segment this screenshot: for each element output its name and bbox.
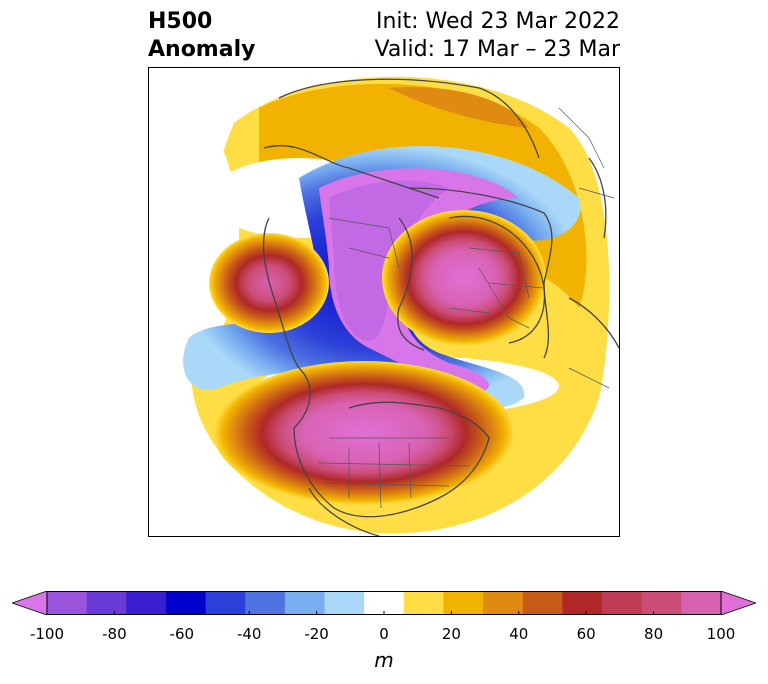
colorbar-segment: [602, 591, 643, 615]
colorbar-tick-label: -40: [236, 625, 262, 643]
colorbar-segment: [126, 591, 167, 615]
colorbar-tick-label: 40: [509, 625, 529, 643]
plot-title-left: H500 Anomaly: [148, 8, 255, 64]
colorbar-tick-label: 0: [379, 625, 389, 643]
colorbar-segment: [562, 591, 603, 615]
colorbar-segment: [443, 591, 484, 615]
plot-title-right: Init: Wed 23 Mar 2022 Valid: 17 Mar – 23…: [375, 8, 620, 64]
colorbar-segment: [522, 591, 563, 615]
colorbar-tick-label: 80: [644, 625, 664, 643]
title-field: Anomaly: [148, 37, 256, 62]
colorbar-tick-label: -80: [102, 625, 127, 643]
colorbar-tick-marks: [46, 611, 722, 615]
map-canvas: [149, 76, 619, 536]
init-time: Init: Wed 23 Mar 2022: [375, 9, 620, 34]
positive-anomaly-north-america: [214, 361, 514, 505]
valid-range: Valid: 17 Mar – 23 Mar: [374, 37, 620, 62]
colorbar-segment: [165, 591, 207, 615]
colorbar-segment: [47, 591, 88, 615]
colorbar-units: m: [374, 648, 394, 672]
colorbar-segment: [205, 591, 246, 615]
colorbar-segment: [403, 591, 444, 615]
colorbar-tick-label: 100: [706, 625, 736, 643]
colorbar-segment: [324, 591, 365, 615]
political-borders: [318, 107, 615, 509]
colorbar-segment: [284, 591, 326, 615]
positive-rim-north: [389, 87, 529, 128]
colorbar-segments: [12, 591, 756, 615]
colorbar-segment: [483, 591, 524, 615]
colorbar: [12, 591, 756, 615]
colorbar-tick-label: -20: [304, 625, 329, 643]
colorbar-tick-label: -60: [169, 625, 195, 643]
colorbar-segment: [681, 591, 722, 615]
colorbar-segment: [86, 591, 127, 615]
colorbar-tick-label: 60: [576, 625, 596, 643]
colorbar-extend-max: [720, 591, 756, 615]
coastlines: [262, 78, 619, 536]
colorbar-segment: [641, 591, 682, 615]
colorbar-tick-label: -100: [29, 625, 65, 643]
colorbar-segment: [245, 591, 286, 615]
anomaly-map: [148, 67, 620, 537]
title-variable: H500: [148, 9, 213, 34]
colorbar-tick-label: 20: [441, 625, 461, 643]
colorbar-extend-min: [12, 591, 48, 615]
